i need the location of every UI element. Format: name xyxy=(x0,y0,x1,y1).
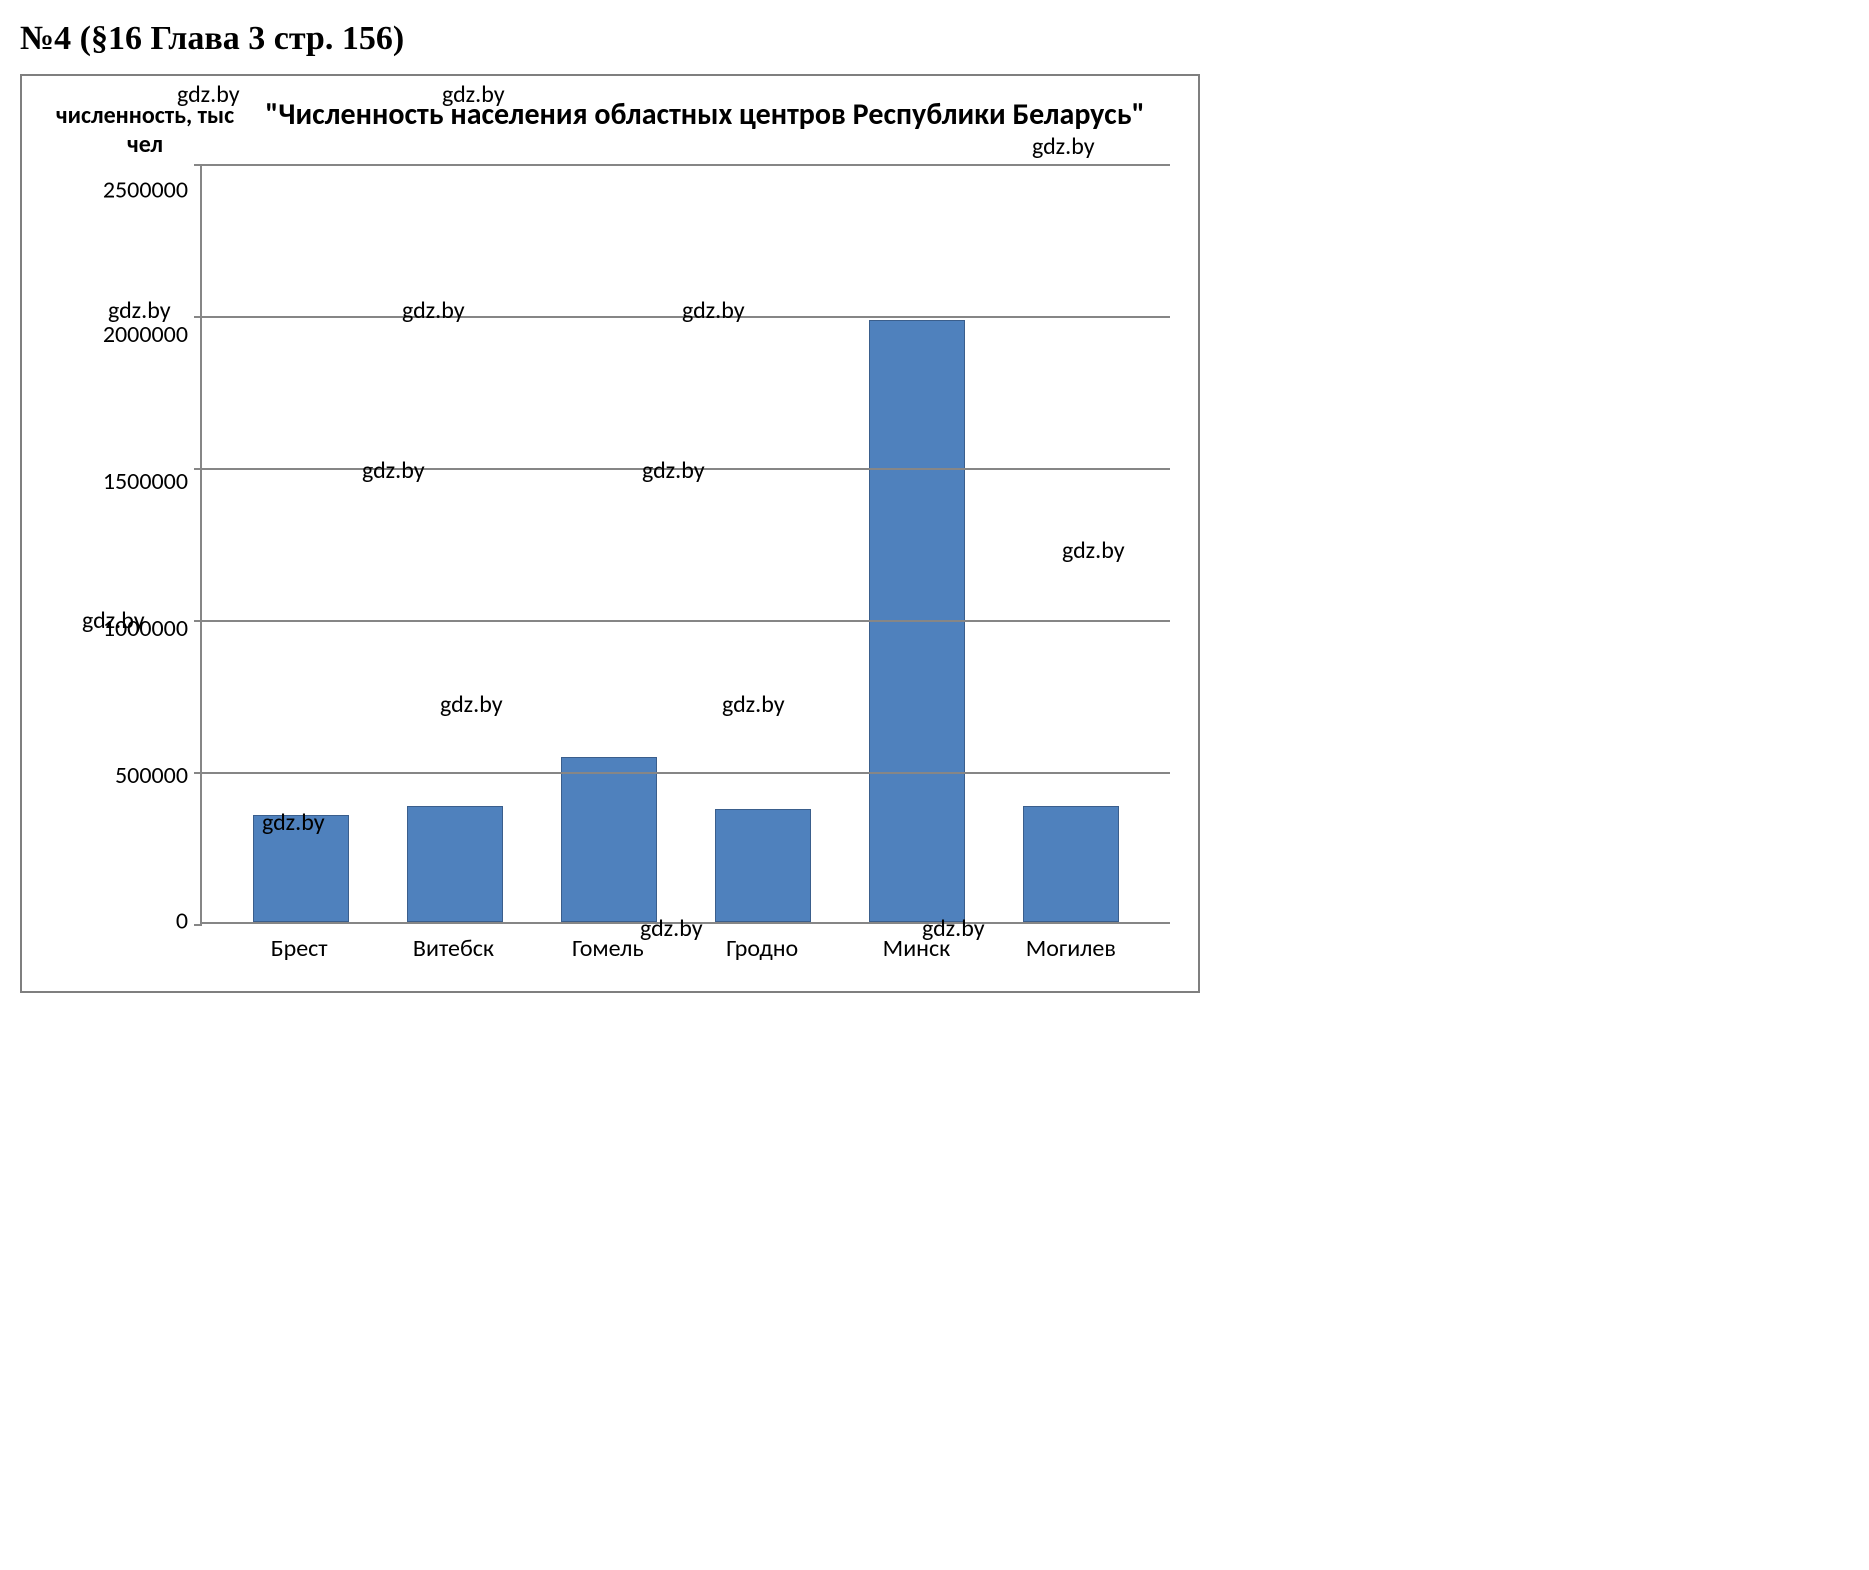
y-tick-label: 500000 xyxy=(115,764,188,788)
bar-slot xyxy=(378,164,532,922)
gridline xyxy=(202,620,1170,622)
x-axis-label: Минск xyxy=(839,934,993,963)
bar xyxy=(561,757,657,921)
y-tick-label: 1500000 xyxy=(103,470,188,494)
y-tick-mark xyxy=(194,164,202,166)
x-axis-label: Могилев xyxy=(994,934,1148,963)
bar-slot xyxy=(224,164,378,922)
y-axis-ticks: 25000002000000150000010000005000000 xyxy=(50,164,200,924)
y-tick-mark xyxy=(194,316,202,318)
bar xyxy=(253,815,349,921)
y-axis-title: численность, тыс чел xyxy=(50,96,240,160)
bar xyxy=(407,806,503,922)
chart-title: "Численность населения областных центров… xyxy=(240,96,1170,134)
plot-row: 25000002000000150000010000005000000 xyxy=(50,164,1170,924)
page-heading: №4 (§16 Глава 3 стр. 156) xyxy=(20,20,1849,58)
bar xyxy=(715,809,811,921)
y-tick-label: 1000000 xyxy=(103,617,188,641)
gridline xyxy=(202,164,1170,166)
x-axis-label: Гродно xyxy=(685,934,839,963)
x-axis-label: Брест xyxy=(222,934,376,963)
y-tick-mark xyxy=(194,468,202,470)
bar-slot xyxy=(686,164,840,922)
bar-slot xyxy=(840,164,994,922)
y-tick-mark xyxy=(194,620,202,622)
x-axis-label: Гомель xyxy=(531,934,685,963)
chart-container: численность, тыс чел "Численность населе… xyxy=(20,74,1200,993)
gridline xyxy=(202,316,1170,318)
x-axis-label: Витебск xyxy=(376,934,530,963)
x-axis-labels: БрестВитебскГомельГродноМинскМогилев xyxy=(200,924,1170,963)
y-tick-mark xyxy=(194,924,202,926)
y-tick-label: 2000000 xyxy=(103,323,188,347)
bar-slot xyxy=(532,164,686,922)
chart-header: численность, тыс чел "Численность населе… xyxy=(50,96,1170,160)
bar xyxy=(1023,806,1119,922)
y-tick-label: 0 xyxy=(176,909,188,933)
gridline xyxy=(202,468,1170,470)
plot-area xyxy=(200,164,1170,924)
bars-group xyxy=(202,164,1170,922)
bar-slot xyxy=(994,164,1148,922)
gridline xyxy=(202,772,1170,774)
y-tick-mark xyxy=(194,772,202,774)
y-tick-label: 2500000 xyxy=(103,178,188,202)
